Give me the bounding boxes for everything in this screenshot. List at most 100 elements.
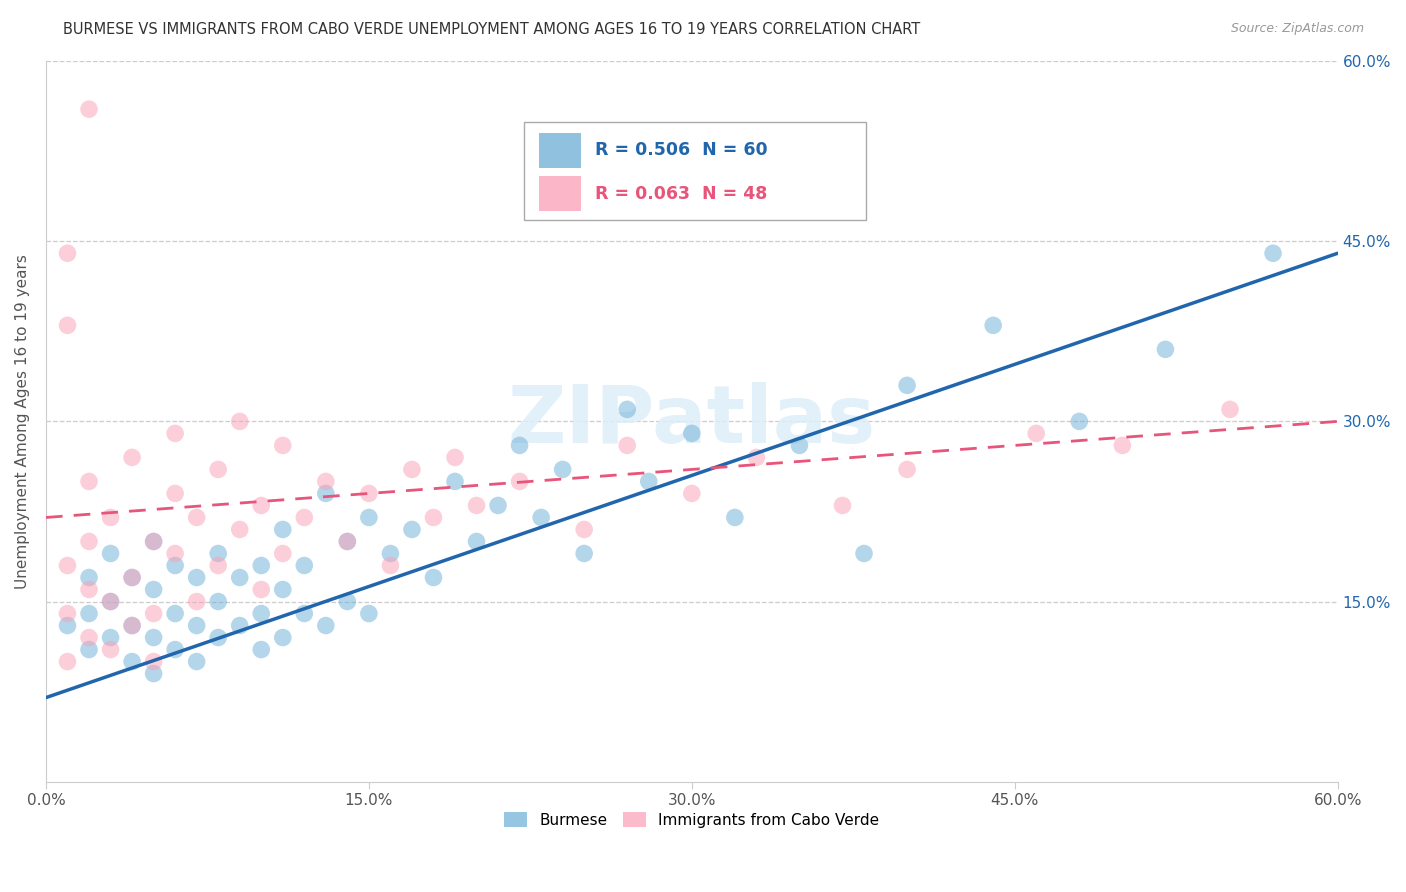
Point (380, 547, 402, 561)
Point (551, 462, 574, 476)
FancyBboxPatch shape (524, 122, 866, 219)
Point (56, 318, 79, 333)
Text: BURMESE VS IMMIGRANTS FROM CABO VERDE UNEMPLOYMENT AMONG AGES 16 TO 19 YEARS COR: BURMESE VS IMMIGRANTS FROM CABO VERDE UN… (63, 22, 921, 37)
Point (292, 510, 315, 524)
Point (121, 655, 143, 669)
Point (271, 523, 294, 537)
Point (100, 594, 122, 608)
Point (77, 642, 100, 657)
FancyBboxPatch shape (540, 177, 581, 211)
Point (336, 594, 359, 608)
Point (142, 607, 165, 621)
Y-axis label: Unemployment Among Ages 16 to 19 years: Unemployment Among Ages 16 to 19 years (15, 254, 30, 589)
Point (207, 547, 229, 561)
Point (465, 499, 488, 513)
Point (1261, 246, 1284, 260)
Point (207, 558, 229, 573)
Point (142, 582, 165, 597)
Point (981, 318, 1004, 333)
Text: R = 0.506  N = 60: R = 0.506 N = 60 (595, 142, 768, 160)
Point (228, 414, 250, 428)
Point (401, 462, 423, 476)
Point (250, 499, 273, 513)
Point (1069, 414, 1091, 428)
Point (572, 547, 595, 561)
Point (357, 510, 380, 524)
Point (56, 607, 79, 621)
Point (77, 570, 100, 584)
Text: ZIPatlas: ZIPatlas (508, 383, 876, 460)
Point (142, 631, 165, 645)
Point (77, 582, 100, 597)
Text: R = 0.063  N = 48: R = 0.063 N = 48 (595, 185, 768, 202)
Point (77, 102, 100, 116)
Point (142, 666, 165, 681)
Point (1154, 343, 1177, 357)
Point (186, 594, 208, 608)
Point (142, 655, 165, 669)
Point (444, 475, 467, 489)
Point (228, 618, 250, 632)
Point (121, 450, 143, 465)
Point (336, 534, 359, 549)
Legend: Burmese, Immigrants from Cabo Verde: Burmese, Immigrants from Cabo Verde (496, 804, 887, 835)
Point (77, 607, 100, 621)
Point (271, 631, 294, 645)
Point (315, 475, 337, 489)
Point (207, 594, 229, 608)
FancyBboxPatch shape (540, 133, 581, 168)
Point (77, 534, 100, 549)
Point (56, 246, 79, 260)
Point (509, 475, 531, 489)
Point (271, 438, 294, 452)
Point (186, 570, 208, 584)
Point (681, 426, 703, 441)
Point (228, 523, 250, 537)
Point (357, 486, 380, 500)
Point (250, 582, 273, 597)
Point (186, 510, 208, 524)
Point (486, 499, 509, 513)
Point (207, 631, 229, 645)
Point (292, 558, 315, 573)
Point (165, 547, 187, 561)
Point (165, 642, 187, 657)
Point (250, 607, 273, 621)
Point (56, 655, 79, 669)
Point (186, 655, 208, 669)
Point (250, 642, 273, 657)
Point (380, 558, 402, 573)
Point (77, 475, 100, 489)
Point (100, 642, 122, 657)
Point (1025, 426, 1047, 441)
Point (616, 402, 638, 417)
Point (100, 594, 122, 608)
Point (228, 570, 250, 584)
Point (724, 510, 747, 524)
Point (165, 486, 187, 500)
Point (271, 582, 294, 597)
Point (165, 558, 187, 573)
Point (831, 499, 853, 513)
Point (681, 486, 703, 500)
Point (142, 534, 165, 549)
Point (315, 486, 337, 500)
Point (142, 534, 165, 549)
Point (896, 378, 918, 392)
Point (896, 462, 918, 476)
Point (745, 450, 768, 465)
Point (465, 534, 488, 549)
Point (315, 618, 337, 632)
Point (271, 547, 294, 561)
Point (572, 523, 595, 537)
Point (509, 438, 531, 452)
Point (1219, 402, 1241, 417)
Point (165, 607, 187, 621)
Point (121, 618, 143, 632)
Point (121, 570, 143, 584)
Point (56, 618, 79, 632)
Point (186, 618, 208, 632)
Text: Source: ZipAtlas.com: Source: ZipAtlas.com (1230, 22, 1364, 36)
Point (77, 631, 100, 645)
Point (292, 607, 315, 621)
